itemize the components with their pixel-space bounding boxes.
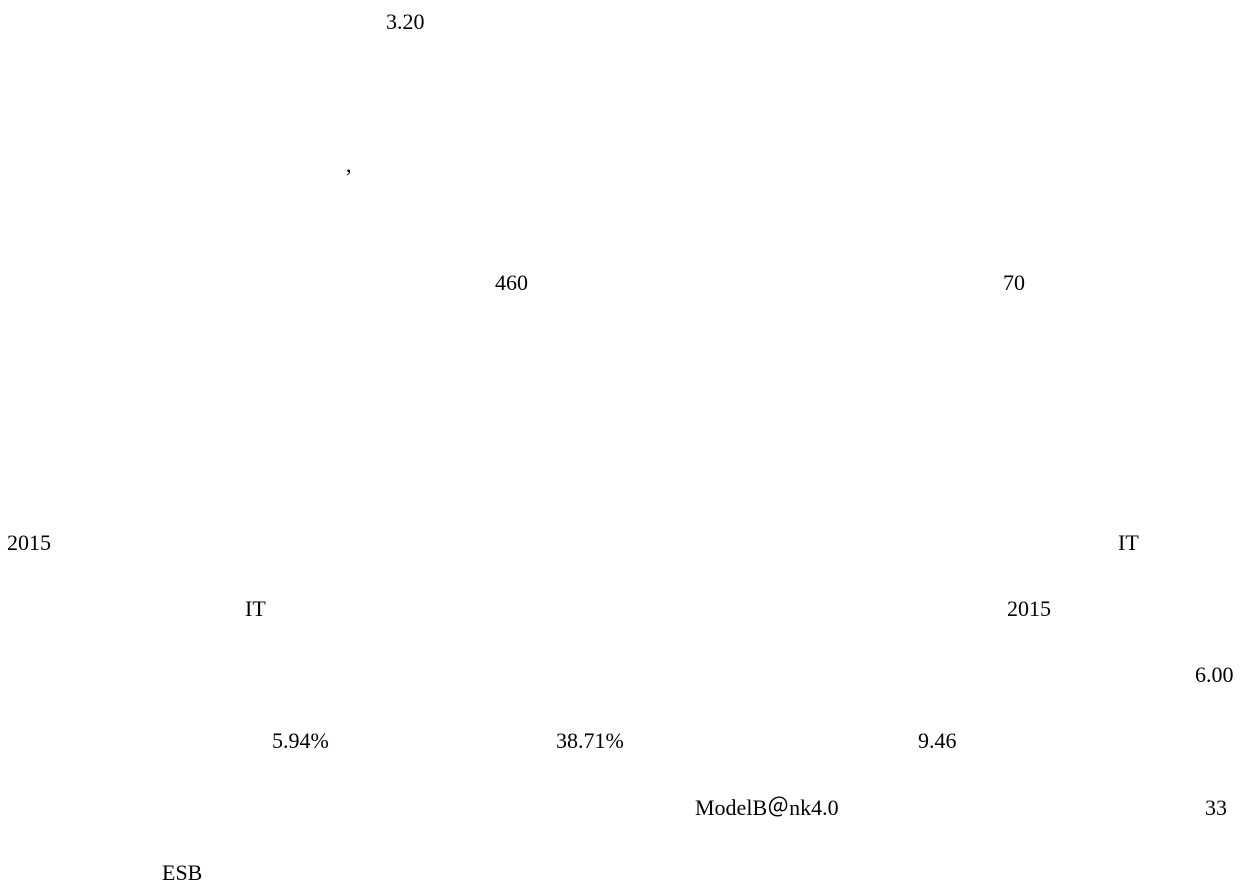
text-fragment: IT	[1118, 530, 1139, 555]
text-fragment: ,	[346, 152, 352, 177]
text-fragment: 9.46	[918, 728, 957, 753]
text-fragment: IT	[245, 596, 266, 621]
text-fragment: 38.71%	[556, 728, 624, 753]
text-fragment: ESB	[162, 860, 203, 885]
text-fragment: ModelB＠nk4.0	[695, 795, 839, 820]
text-fragment: 2015	[7, 530, 51, 555]
text-fragment: 3.20	[386, 9, 425, 34]
text-fragment: 70	[1003, 270, 1025, 295]
text-fragment: 2015	[1007, 596, 1051, 621]
text-fragment: 460	[495, 270, 528, 295]
text-fragment: 33	[1205, 795, 1227, 820]
text-fragment: 6.00	[1195, 662, 1234, 687]
text-fragment: 5.94%	[272, 728, 329, 753]
